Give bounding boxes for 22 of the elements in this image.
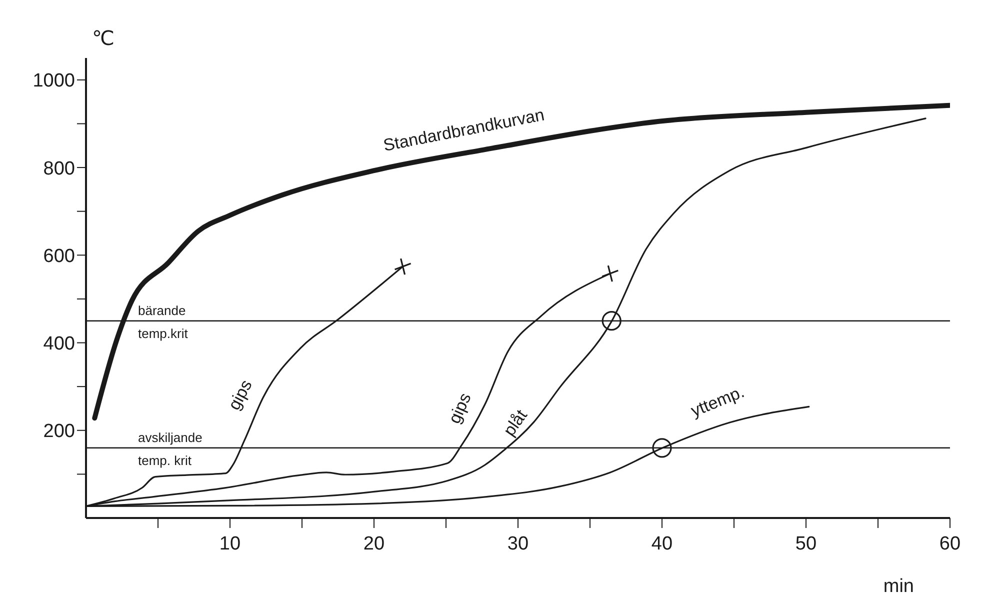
y-tick-label: 200	[43, 421, 75, 442]
x-tick-label: 10	[219, 533, 241, 554]
point	[602, 311, 622, 331]
x-tick-label: 40	[651, 533, 673, 554]
point	[394, 258, 412, 276]
x-tick-label: 30	[507, 533, 529, 554]
x-tick-label: 60	[939, 533, 961, 554]
x-tick-label: 50	[795, 533, 817, 554]
ref-line-label: bärande temp.krit	[138, 302, 188, 341]
y-tick-label: 800	[43, 158, 75, 180]
point	[652, 438, 672, 458]
y-tick-label: 1000	[32, 70, 75, 92]
x-tick-label: 20	[363, 533, 385, 554]
y-tick-label: 400	[43, 334, 75, 355]
x-axis-title: min	[883, 576, 914, 598]
y-tick-label: 600	[43, 246, 75, 267]
point	[601, 264, 619, 282]
text: gips	[444, 390, 475, 426]
ref-line-label: avskiljande temp. krit	[138, 430, 202, 468]
text: gips	[224, 376, 256, 414]
text: plåt	[500, 406, 532, 440]
y-axis-title: ℃	[92, 27, 114, 51]
